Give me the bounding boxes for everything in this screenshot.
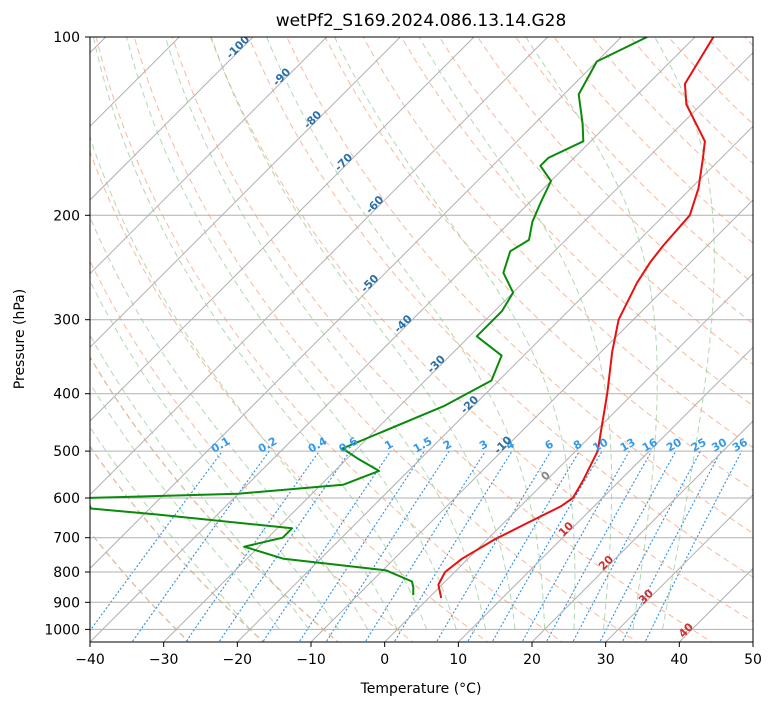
- y-tick-label: 900: [53, 595, 80, 611]
- plot-area: 0.1 0.2 0.4 0.6 1 1.5 2 3 4 6 8 10 13 16 20 25 30 36-100-…: [90, 37, 753, 642]
- isotherm-line: [457, 346, 753, 642]
- x-axis: −40 −30 −20 −10 0 10 20 30 40 50: [75, 642, 762, 668]
- isotherm-line: [90, 37, 549, 496]
- y-tick-label: 600: [53, 491, 80, 507]
- moist-adiabat-line: [92, 37, 428, 630]
- moist-adiabat-line: [418, 37, 613, 630]
- x-tick-label: 30: [597, 652, 615, 668]
- mixing-ratio-lines: [90, 450, 743, 642]
- isotherm-line: [90, 37, 328, 275]
- moist-adiabat-line: [90, 279, 339, 630]
- mixing-ratio-line: [218, 450, 351, 642]
- moist-adiabat-line: [90, 215, 369, 630]
- y-axis: 1000 900 800 700 600 500 400 300 200 100: [44, 30, 90, 638]
- dewpoint-profile-line: [90, 37, 648, 596]
- mixing-ratio-line: [262, 450, 392, 642]
- chart-title: wetPf2_S169.2024.086.13.14.G28: [276, 11, 567, 31]
- x-tick-label: 50: [744, 652, 762, 668]
- profile-series: [90, 37, 715, 599]
- mixing-ratio-line: [393, 450, 513, 642]
- mixing-ratio-line: [185, 450, 320, 642]
- isotherm-line: [90, 37, 475, 422]
- dry-adiabat-line: [324, 37, 753, 491]
- mixing-ratio-line: [131, 450, 270, 642]
- mixing-ratio-line: [599, 450, 701, 642]
- mixing-ratio-line: [298, 450, 425, 642]
- x-tick-label: −10: [296, 652, 326, 668]
- moist-adiabat-line: [90, 426, 251, 630]
- moist-adiabat-line: [164, 37, 487, 630]
- mixing-ratio-line: [325, 450, 450, 642]
- y-axis-title: Pressure (hPa): [12, 289, 28, 389]
- isotherm-line: [531, 420, 753, 642]
- mixing-ratio-line: [545, 450, 653, 642]
- x-tick-label: 20: [523, 652, 541, 668]
- y-tick-label: 800: [53, 565, 80, 581]
- isotherm-line: [236, 125, 753, 642]
- x-tick-label: 40: [670, 652, 688, 668]
- x-tick-label: −40: [75, 652, 105, 668]
- moist-adiabats: [90, 37, 715, 630]
- moist-adiabat-line: [210, 37, 516, 630]
- temperature-profile-line: [437, 37, 715, 599]
- x-tick-label: 10: [449, 652, 467, 668]
- dry-adiabat-line: [438, 37, 753, 366]
- moist-adiabat-line: [266, 37, 546, 630]
- isotherm-line: [604, 493, 753, 642]
- x-tick-label: −30: [149, 652, 179, 668]
- isotherm-line: [162, 51, 753, 642]
- isotherm-line: [90, 37, 254, 201]
- dry-adiabat-line: [400, 37, 753, 407]
- y-tick-label: 400: [53, 387, 80, 403]
- x-tick-label: 0: [380, 652, 389, 668]
- y-tick-label: 700: [53, 531, 80, 547]
- dry-adiabat-line: [477, 37, 753, 325]
- moist-adiabat-line: [654, 37, 715, 630]
- mixing-ratio-line: [435, 450, 552, 642]
- x-axis-title: Temperature (°C): [360, 681, 482, 697]
- y-tick-label: 300: [53, 313, 80, 329]
- dry-adiabat-line: [362, 37, 753, 449]
- mixing-ratio-line: [621, 450, 722, 642]
- dry-adiabat-line: [248, 37, 753, 578]
- moist-adiabat-line: [90, 135, 398, 630]
- isobars: [90, 37, 753, 630]
- y-tick-label: 200: [53, 208, 80, 224]
- moist-adiabat-line: [90, 334, 310, 630]
- y-tick-label: 1000: [44, 622, 80, 638]
- moist-adiabat-line: [126, 37, 457, 630]
- mixing-ratio-line: [466, 450, 580, 642]
- dry-adiabat-line: [90, 259, 414, 642]
- mixing-ratio-line: [572, 450, 677, 642]
- isotherm-line: [90, 37, 696, 642]
- isotherm-line: [90, 37, 623, 570]
- isotherm-line: [90, 37, 402, 349]
- moist-adiabat-line: [525, 37, 658, 630]
- plot-frame: [89, 36, 754, 643]
- x-tick-label: −20: [223, 652, 253, 668]
- moist-adiabat-line: [90, 382, 280, 630]
- y-tick-label: 100: [53, 30, 80, 46]
- y-tick-label: 500: [53, 444, 80, 460]
